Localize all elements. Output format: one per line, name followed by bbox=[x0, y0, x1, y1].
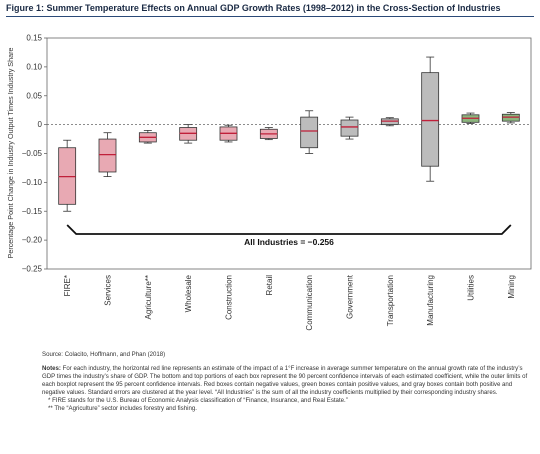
all-industries-label: All Industries = −0.256 bbox=[244, 237, 334, 247]
x-tick-label: Construction bbox=[225, 275, 234, 320]
footnote-agriculture: ** The “Agriculture” sector includes for… bbox=[48, 405, 197, 412]
box-series bbox=[58, 56, 520, 212]
all-industries-bracket bbox=[66, 224, 512, 235]
footnote-fire: * FIRE stands for the U.S. Bureau of Eco… bbox=[48, 397, 348, 404]
box-transportation bbox=[380, 117, 399, 127]
notes-paragraph: Notes: For each industry, the horizontal… bbox=[42, 365, 530, 397]
x-tick-label: FIRE* bbox=[63, 275, 72, 296]
figure-notes: Source: Colacito, Hoffmann, and Phan (20… bbox=[42, 351, 530, 413]
box-fire bbox=[58, 139, 77, 212]
x-tick-label: Transportation bbox=[386, 275, 395, 326]
y-axis-label: Percentage Point Change in Industry Outp… bbox=[6, 48, 15, 259]
x-tick-label: Retail bbox=[265, 275, 274, 296]
box-retail bbox=[259, 127, 278, 141]
y-tick-label: −0.25 bbox=[22, 265, 43, 274]
x-axis: FIRE* Services Agriculture** Wholesale Const… bbox=[63, 274, 516, 330]
notes-text: For each industry, the horizontal red li… bbox=[42, 365, 528, 396]
box-government bbox=[340, 116, 359, 140]
y-tick-label: −0.15 bbox=[22, 207, 43, 216]
x-tick-label: Mining bbox=[507, 275, 516, 299]
confidence-box bbox=[340, 119, 359, 137]
y-tick-label: 0.10 bbox=[26, 62, 42, 71]
box-mining bbox=[501, 112, 520, 124]
y-axis: 0.15 0.10 0.05 0 −0.05 −0.10 −0.15 −0.20 −0.25 bbox=[22, 34, 47, 274]
boxplot-chart: Percentage Point Change in Industry Outp… bbox=[6, 34, 532, 331]
notes-label: Notes: bbox=[42, 365, 61, 372]
chart-container: Percentage Point Change in Industry Outp… bbox=[0, 20, 540, 350]
x-tick-label: Manufacturing bbox=[426, 275, 435, 326]
y-tick-label: 0.15 bbox=[26, 34, 42, 43]
y-tick-label: −0.20 bbox=[22, 236, 43, 245]
x-tick-label: Agriculture** bbox=[144, 275, 153, 319]
box-communication bbox=[300, 110, 319, 154]
y-tick-label: −0.05 bbox=[22, 149, 43, 158]
box-agriculture bbox=[138, 130, 157, 144]
y-tick-label: 0.05 bbox=[26, 91, 42, 100]
box-manufacturing bbox=[421, 56, 440, 182]
x-tick-label: Government bbox=[346, 274, 355, 319]
x-tick-label: Communication bbox=[305, 275, 314, 331]
source-line: Source: Colacito, Hoffmann, and Phan (20… bbox=[42, 351, 166, 358]
box-construction bbox=[219, 124, 238, 143]
y-tick-label: −0.10 bbox=[22, 178, 43, 187]
box-utilities bbox=[461, 112, 480, 124]
box-wholesale bbox=[179, 124, 198, 144]
confidence-box bbox=[98, 138, 117, 173]
box-services bbox=[98, 132, 117, 178]
title-rule bbox=[6, 16, 534, 17]
figure-title: Figure 1: Summer Temperature Effects on … bbox=[6, 3, 501, 13]
confidence-box bbox=[421, 72, 440, 167]
y-tick-label: 0 bbox=[38, 120, 43, 129]
confidence-box bbox=[300, 116, 319, 149]
x-tick-label: Wholesale bbox=[184, 274, 193, 312]
x-tick-label: Utilities bbox=[467, 275, 476, 301]
x-tick-label: Services bbox=[104, 275, 113, 306]
